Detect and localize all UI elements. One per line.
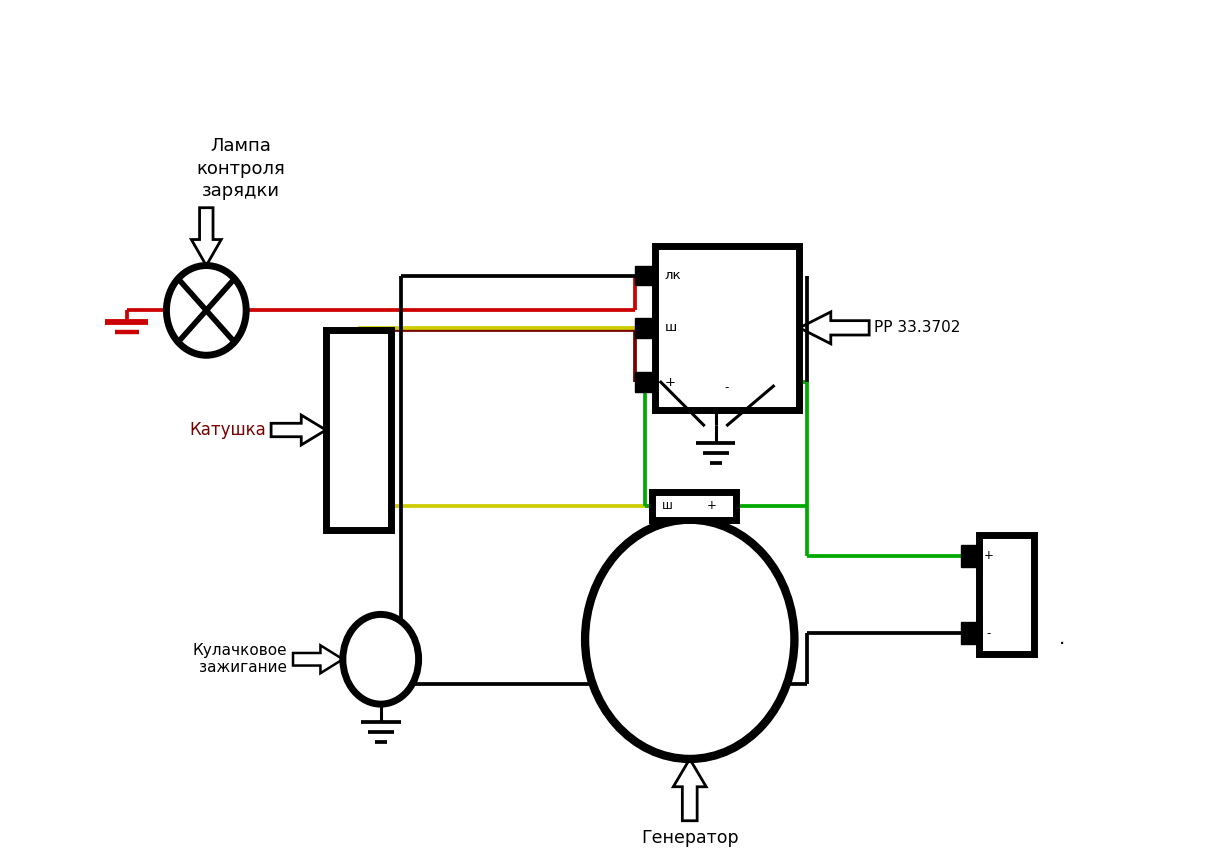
Text: ш: ш — [662, 499, 673, 512]
Bar — [979, 535, 1034, 654]
Bar — [961, 545, 979, 567]
Ellipse shape — [166, 266, 247, 356]
Text: -: - — [724, 381, 729, 394]
Text: Генератор: Генератор — [641, 829, 739, 847]
Text: +: + — [707, 499, 717, 512]
Text: РР 33.3702: РР 33.3702 — [874, 320, 961, 336]
Ellipse shape — [585, 520, 795, 759]
Ellipse shape — [343, 614, 419, 704]
Text: +: + — [984, 549, 994, 562]
Text: -: - — [987, 627, 991, 640]
Bar — [635, 372, 654, 392]
Text: +: + — [664, 375, 676, 388]
Text: .: . — [1059, 630, 1065, 649]
Bar — [326, 330, 391, 529]
Bar — [635, 317, 654, 338]
Text: лк: лк — [664, 269, 681, 282]
Text: Лампа
контроля
зарядки: Лампа контроля зарядки — [197, 138, 286, 200]
Bar — [652, 492, 736, 520]
Text: Катушка: Катушка — [189, 421, 266, 439]
Bar — [635, 266, 654, 285]
Text: ш: ш — [664, 321, 678, 335]
Text: Кулачковое
зажигание: Кулачковое зажигание — [193, 643, 287, 676]
Bar — [654, 246, 800, 410]
Bar — [961, 623, 979, 644]
